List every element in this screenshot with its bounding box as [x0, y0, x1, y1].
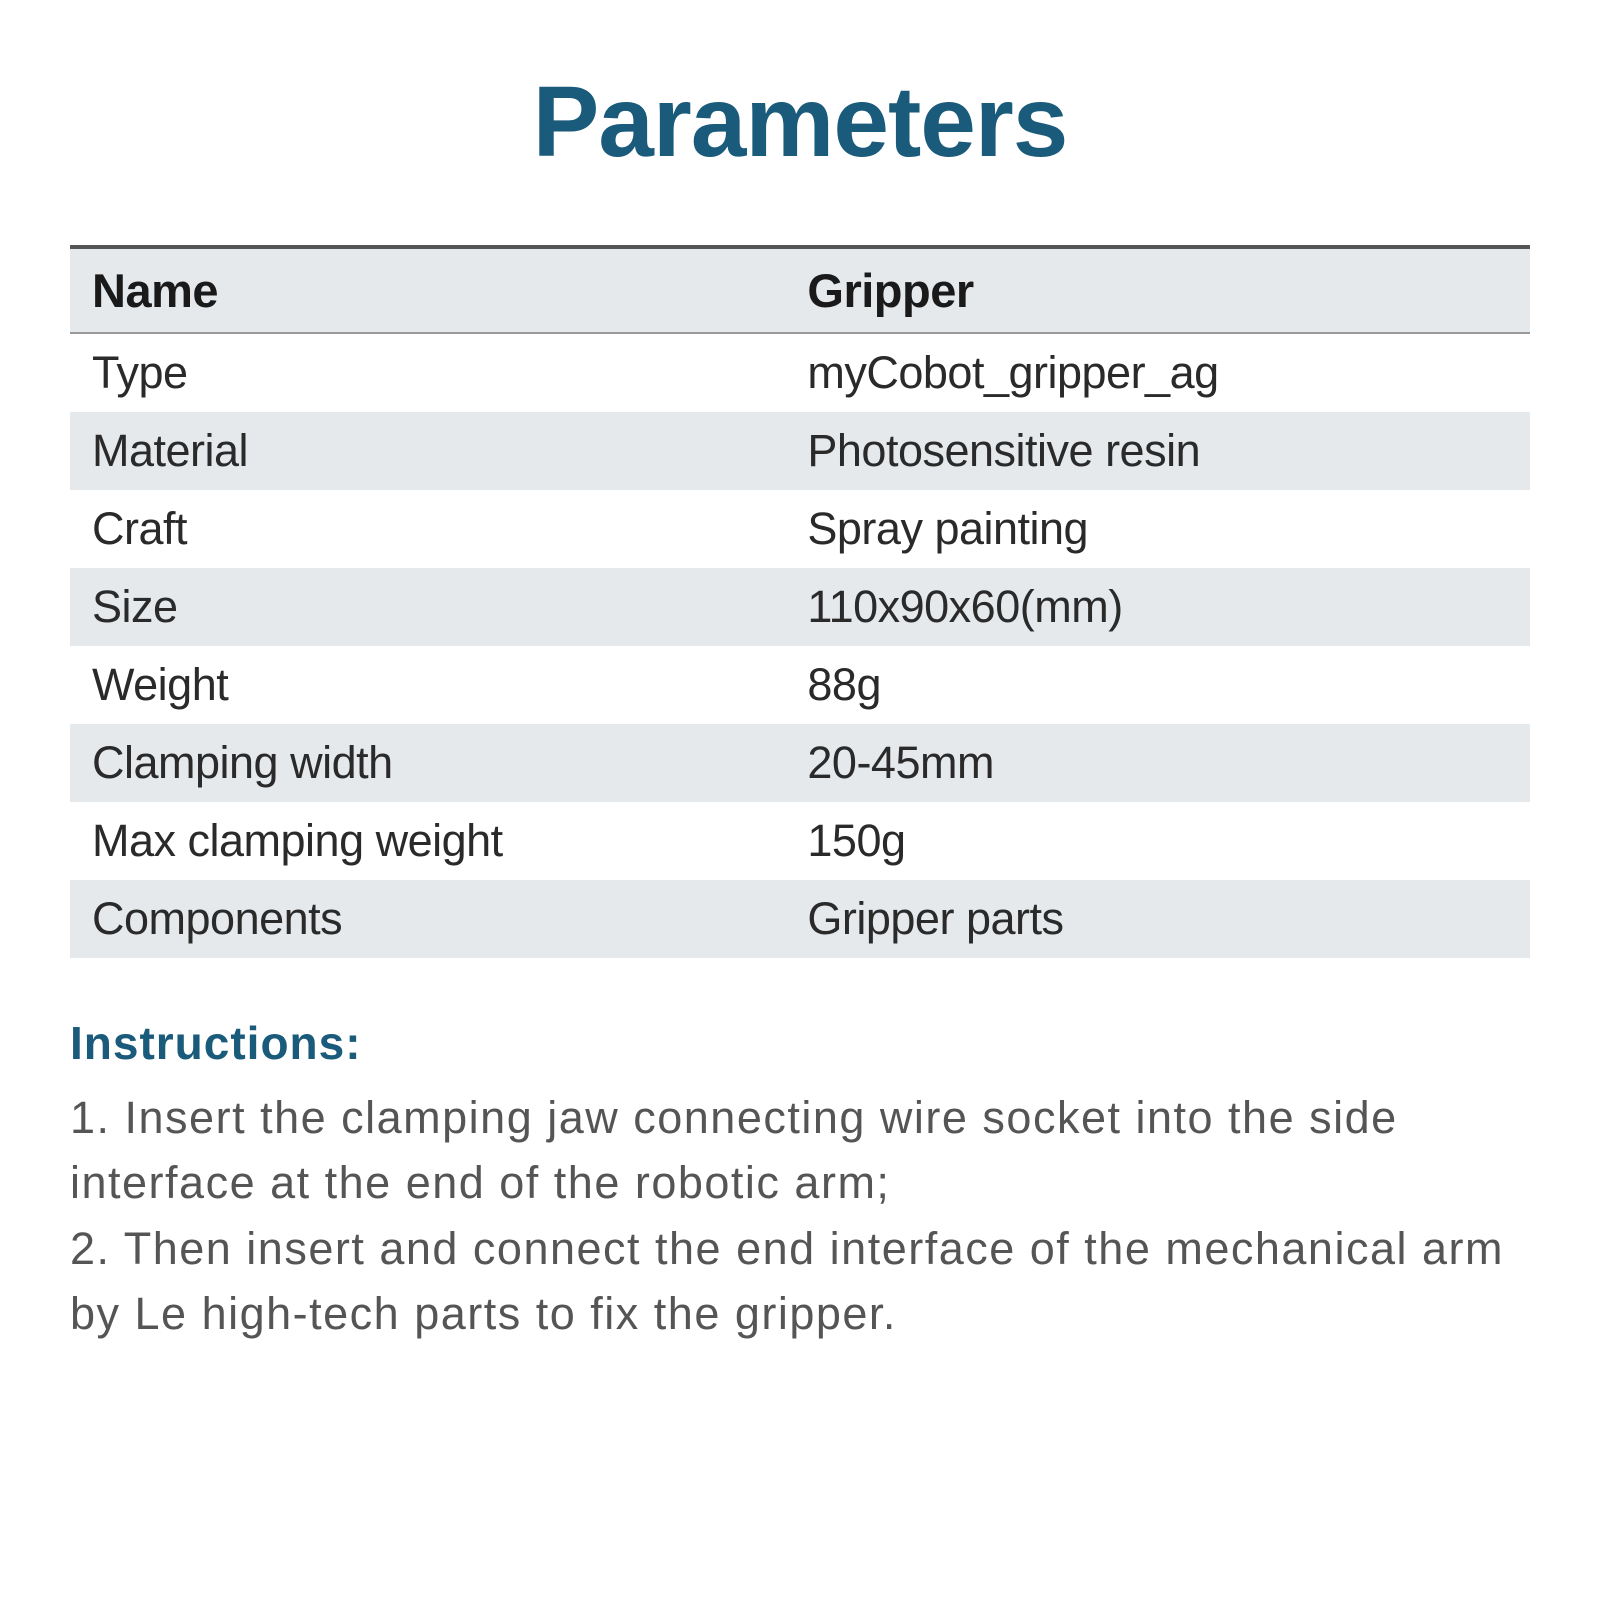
row-value: 110x90x60(mm): [785, 568, 1530, 646]
row-value: Gripper parts: [785, 880, 1530, 958]
row-label: Components: [70, 880, 785, 958]
row-value: 88g: [785, 646, 1530, 724]
row-value: 150g: [785, 802, 1530, 880]
table-row: Clamping width 20-45mm: [70, 724, 1530, 802]
row-label: Material: [70, 412, 785, 490]
parameters-table: Name Gripper Type myCobot_gripper_ag Mat…: [70, 245, 1530, 958]
instructions-body: 1. Insert the clamping jaw connecting wi…: [70, 1085, 1530, 1346]
header-value: Gripper: [785, 247, 1530, 333]
table-row: Components Gripper parts: [70, 880, 1530, 958]
instruction-line-1: 1. Insert the clamping jaw connecting wi…: [70, 1092, 1398, 1208]
table-row: Max clamping weight 150g: [70, 802, 1530, 880]
row-label: Craft: [70, 490, 785, 568]
row-value: 20-45mm: [785, 724, 1530, 802]
row-label: Type: [70, 333, 785, 412]
row-value: Photosensitive resin: [785, 412, 1530, 490]
row-label: Max clamping weight: [70, 802, 785, 880]
table-row: Weight 88g: [70, 646, 1530, 724]
instructions-section: Instructions: 1. Insert the clamping jaw…: [70, 1016, 1530, 1346]
header-name: Name: [70, 247, 785, 333]
instructions-title: Instructions:: [70, 1016, 1530, 1070]
row-value: myCobot_gripper_ag: [785, 333, 1530, 412]
instruction-line-2: 2. Then insert and connect the end inter…: [70, 1223, 1504, 1339]
table-row: Craft Spray painting: [70, 490, 1530, 568]
table-row: Type myCobot_gripper_ag: [70, 333, 1530, 412]
row-label: Weight: [70, 646, 785, 724]
page-title: Parameters: [70, 65, 1530, 180]
row-value: Spray painting: [785, 490, 1530, 568]
table-row: Size 110x90x60(mm): [70, 568, 1530, 646]
table-header-row: Name Gripper: [70, 247, 1530, 333]
table-row: Material Photosensitive resin: [70, 412, 1530, 490]
row-label: Clamping width: [70, 724, 785, 802]
row-label: Size: [70, 568, 785, 646]
